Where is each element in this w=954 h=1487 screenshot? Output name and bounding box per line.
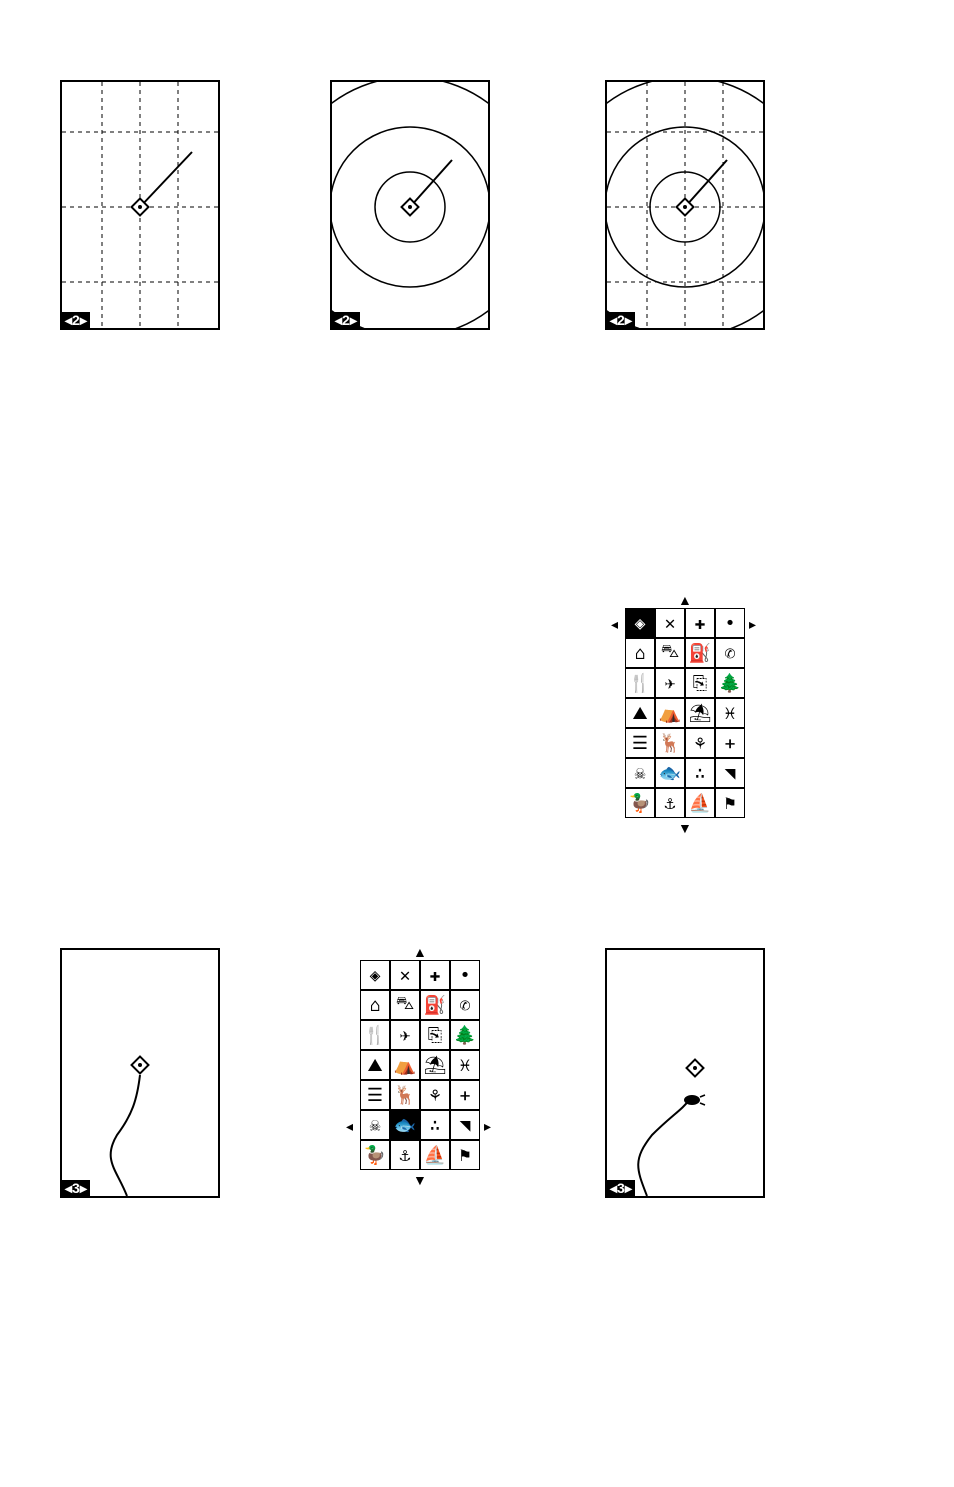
rings-svg xyxy=(332,82,488,328)
icon-tracks[interactable]: ⚘ xyxy=(685,728,715,758)
icon-tracks[interactable]: ⚘ xyxy=(420,1080,450,1110)
icon-grass[interactable]: ᚐ xyxy=(715,728,745,758)
icon-car[interactable]: ⛍ xyxy=(390,990,420,1020)
icon-duck[interactable]: 🦆 xyxy=(625,788,655,818)
icon-skull[interactable]: ☠ xyxy=(625,758,655,788)
zoom-badge: ◂2▸ xyxy=(607,312,635,328)
map-screen-track-1: ◂3▸ xyxy=(60,948,220,1198)
icon-anchor[interactable]: ⚓ xyxy=(655,788,685,818)
icon-house[interactable]: ⌂ xyxy=(360,990,390,1020)
icon-grid: ◈✕✚• ⌂⛍⛽✆ 🍴✈⎘🌲 ⛰⛺⛱♓ ☰🦌⚘ᚐ ☠🐟∴◥ 🦆⚓⛵⚑ xyxy=(360,960,480,1170)
icon-phone[interactable]: ✆ xyxy=(715,638,745,668)
icon-dot[interactable]: • xyxy=(715,608,745,638)
icon-exit[interactable]: ⎘ xyxy=(420,1020,450,1050)
icon-duck[interactable]: 🦆 xyxy=(360,1140,390,1170)
zoom-badge: ◂2▸ xyxy=(62,312,90,328)
icon-fish[interactable]: 🐟 xyxy=(655,758,685,788)
icon-exit[interactable]: ⎘ xyxy=(685,668,715,698)
icon-gas[interactable]: ⛽ xyxy=(685,638,715,668)
icon-fishdots[interactable]: ∴ xyxy=(685,758,715,788)
icon-car[interactable]: ⛍ xyxy=(655,638,685,668)
icon-boat[interactable]: ⛵ xyxy=(420,1140,450,1170)
icon-x[interactable]: ✕ xyxy=(390,960,420,990)
arrow-down-icon[interactable]: ▼ xyxy=(678,820,692,836)
icon-fork[interactable]: 🍴 xyxy=(360,1020,390,1050)
map-screen-rings: ◂2▸ xyxy=(330,80,490,330)
icon-plane[interactable]: ✈ xyxy=(655,668,685,698)
map-screen-track-2: ◂3▸ xyxy=(605,948,765,1198)
icon-fishdots[interactable]: ∴ xyxy=(420,1110,450,1140)
arrow-right-icon[interactable]: ▸ xyxy=(749,616,756,633)
icon-ladder[interactable]: ☰ xyxy=(360,1080,390,1110)
grid-svg xyxy=(62,82,218,328)
track1-svg xyxy=(62,950,218,1196)
arrow-left-icon[interactable]: ◂ xyxy=(346,1118,353,1135)
icon-mountain[interactable]: ⛰ xyxy=(625,698,655,728)
grid-rings-svg xyxy=(607,82,763,328)
zoom-badge: ◂3▸ xyxy=(607,1180,635,1196)
icon-phone[interactable]: ✆ xyxy=(450,990,480,1020)
icon-pisces[interactable]: ♓ xyxy=(450,1050,480,1080)
icon-mountain[interactable]: ⛰ xyxy=(360,1050,390,1080)
icon-plane[interactable]: ✈ xyxy=(390,1020,420,1050)
icon-picnic[interactable]: ⛱ xyxy=(420,1050,450,1080)
arrow-left-icon[interactable]: ◂ xyxy=(611,616,618,633)
icon-nobox[interactable]: ◥ xyxy=(715,758,745,788)
icon-plus[interactable]: ✚ xyxy=(685,608,715,638)
icon-tree[interactable]: 🌲 xyxy=(450,1020,480,1050)
icon-fish[interactable]: 🐟 xyxy=(390,1110,420,1140)
map-screen-grid-rings: ◂2▸ xyxy=(605,80,765,330)
arrow-down-icon[interactable]: ▼ xyxy=(413,1172,427,1188)
arrow-up-icon[interactable]: ▲ xyxy=(413,944,427,960)
icon-grid: ◈✕✚• ⌂⛍⛽✆ 🍴✈⎘🌲 ⛰⛺⛱♓ ☰🦌⚘ᚐ ☠🐟∴◥ 🦆⚓⛵⚑ xyxy=(625,608,745,818)
icon-nobox[interactable]: ◥ xyxy=(450,1110,480,1140)
icon-flag[interactable]: ⚑ xyxy=(450,1140,480,1170)
icon-diamond[interactable]: ◈ xyxy=(625,608,655,638)
zoom-badge: ◂3▸ xyxy=(62,1180,90,1196)
icon-ladder[interactable]: ☰ xyxy=(625,728,655,758)
track2-svg xyxy=(607,950,763,1196)
icon-deer[interactable]: 🦌 xyxy=(390,1080,420,1110)
icon-flag[interactable]: ⚑ xyxy=(715,788,745,818)
arrow-up-icon[interactable]: ▲ xyxy=(678,592,692,608)
icon-house[interactable]: ⌂ xyxy=(625,638,655,668)
map-screen-grid: ◂2▸ xyxy=(60,80,220,330)
arrow-right-icon[interactable]: ▸ xyxy=(484,1118,491,1135)
icon-diamond[interactable]: ◈ xyxy=(360,960,390,990)
icon-grass[interactable]: ᚐ xyxy=(450,1080,480,1110)
icon-gas[interactable]: ⛽ xyxy=(420,990,450,1020)
icon-plus[interactable]: ✚ xyxy=(420,960,450,990)
icon-boat[interactable]: ⛵ xyxy=(685,788,715,818)
icon-dot[interactable]: • xyxy=(450,960,480,990)
icon-deer[interactable]: 🦌 xyxy=(655,728,685,758)
icon-tent[interactable]: ⛺ xyxy=(655,698,685,728)
icon-picnic[interactable]: ⛱ xyxy=(685,698,715,728)
icon-tree[interactable]: 🌲 xyxy=(715,668,745,698)
icon-pisces[interactable]: ♓ xyxy=(715,698,745,728)
icon-anchor[interactable]: ⚓ xyxy=(390,1140,420,1170)
icon-tent[interactable]: ⛺ xyxy=(390,1050,420,1080)
icon-skull[interactable]: ☠ xyxy=(360,1110,390,1140)
zoom-badge: ◂2▸ xyxy=(332,312,360,328)
icon-x[interactable]: ✕ xyxy=(655,608,685,638)
icon-fork[interactable]: 🍴 xyxy=(625,668,655,698)
